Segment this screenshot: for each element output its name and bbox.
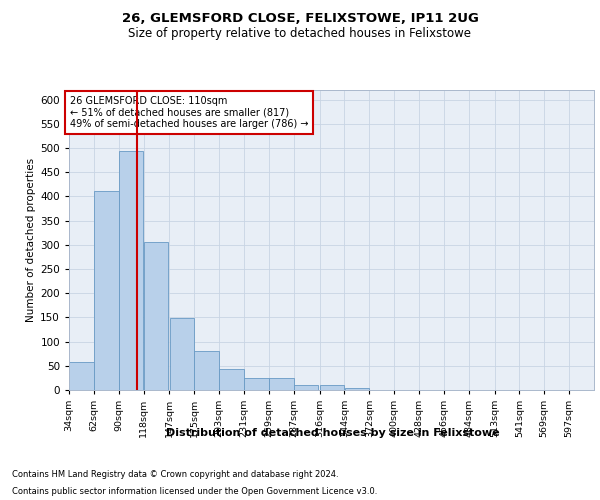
Bar: [170, 318, 194, 390]
Text: Distribution of detached houses by size in Felixstowe: Distribution of detached houses by size …: [166, 428, 500, 438]
Bar: [194, 351, 219, 390]
Bar: [220, 368, 244, 390]
Y-axis label: Number of detached properties: Number of detached properties: [26, 158, 36, 322]
Bar: [69, 362, 94, 390]
Bar: [294, 385, 319, 390]
Bar: [119, 151, 143, 390]
Bar: [344, 388, 369, 390]
Bar: [320, 385, 344, 390]
Text: Contains public sector information licensed under the Open Government Licence v3: Contains public sector information licen…: [12, 488, 377, 496]
Text: 26 GLEMSFORD CLOSE: 110sqm
← 51% of detached houses are smaller (817)
49% of sem: 26 GLEMSFORD CLOSE: 110sqm ← 51% of deta…: [70, 96, 308, 130]
Bar: [94, 191, 119, 390]
Text: Contains HM Land Registry data © Crown copyright and database right 2024.: Contains HM Land Registry data © Crown c…: [12, 470, 338, 479]
Text: 26, GLEMSFORD CLOSE, FELIXSTOWE, IP11 2UG: 26, GLEMSFORD CLOSE, FELIXSTOWE, IP11 2U…: [122, 12, 478, 26]
Bar: [244, 378, 269, 390]
Bar: [144, 242, 168, 390]
Bar: [269, 378, 293, 390]
Text: Size of property relative to detached houses in Felixstowe: Size of property relative to detached ho…: [128, 28, 472, 40]
